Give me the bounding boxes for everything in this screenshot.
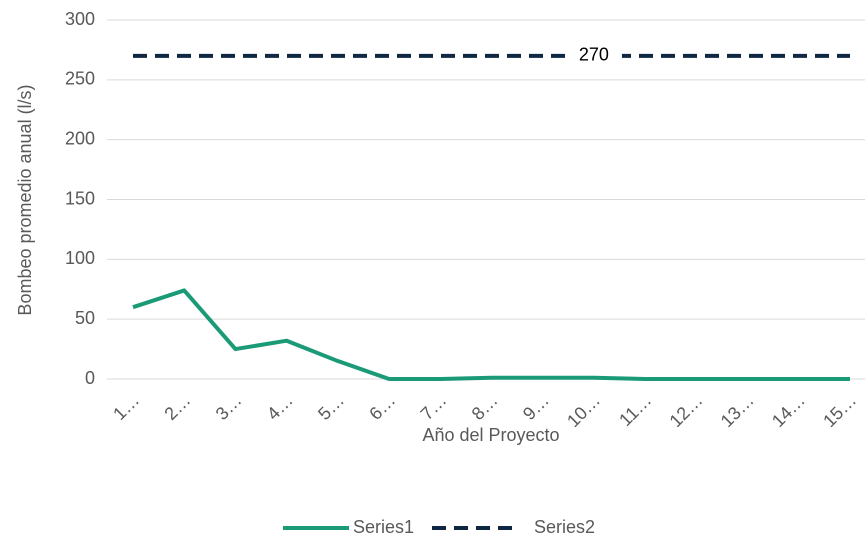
y-axis-title: Bombeo promedio anual (l/s) [15, 84, 35, 315]
series-line [132, 288, 850, 381]
y-tick-label: 0 [85, 368, 95, 388]
y-tick-label: 200 [65, 128, 95, 148]
x-tick-label: 4… [263, 390, 297, 424]
legend-label: Series1 [353, 517, 414, 537]
y-tick-label: 50 [75, 308, 95, 328]
x-tick-label: 3… [212, 390, 246, 424]
y-tick-label: 100 [65, 248, 95, 268]
x-axis-title: Año del Proyecto [422, 425, 559, 445]
data-label-bg [565, 42, 622, 69]
legend-label: Series2 [534, 517, 595, 537]
x-tick-label: 10… [563, 390, 604, 431]
y-tick-label: 250 [65, 69, 95, 89]
x-tick-label: 7… [417, 390, 451, 424]
data-label: 270 [579, 45, 609, 65]
y-tick-label: 150 [65, 188, 95, 208]
x-tick-label: 15… [819, 390, 860, 431]
x-tick-label: 5… [314, 390, 348, 424]
x-tick-label: 1… [109, 390, 143, 424]
y-tick-label: 300 [65, 9, 95, 29]
x-tick-label: 12… [666, 390, 707, 431]
x-tick-label: 9… [519, 390, 553, 424]
x-tick-label: 8… [468, 390, 502, 424]
x-tick-label: 6… [365, 390, 399, 424]
x-tick-label: 2… [160, 390, 194, 424]
x-tick-label: 13… [717, 390, 758, 431]
x-tick-label: 11… [615, 390, 655, 430]
x-tick-label: 14… [768, 390, 809, 431]
